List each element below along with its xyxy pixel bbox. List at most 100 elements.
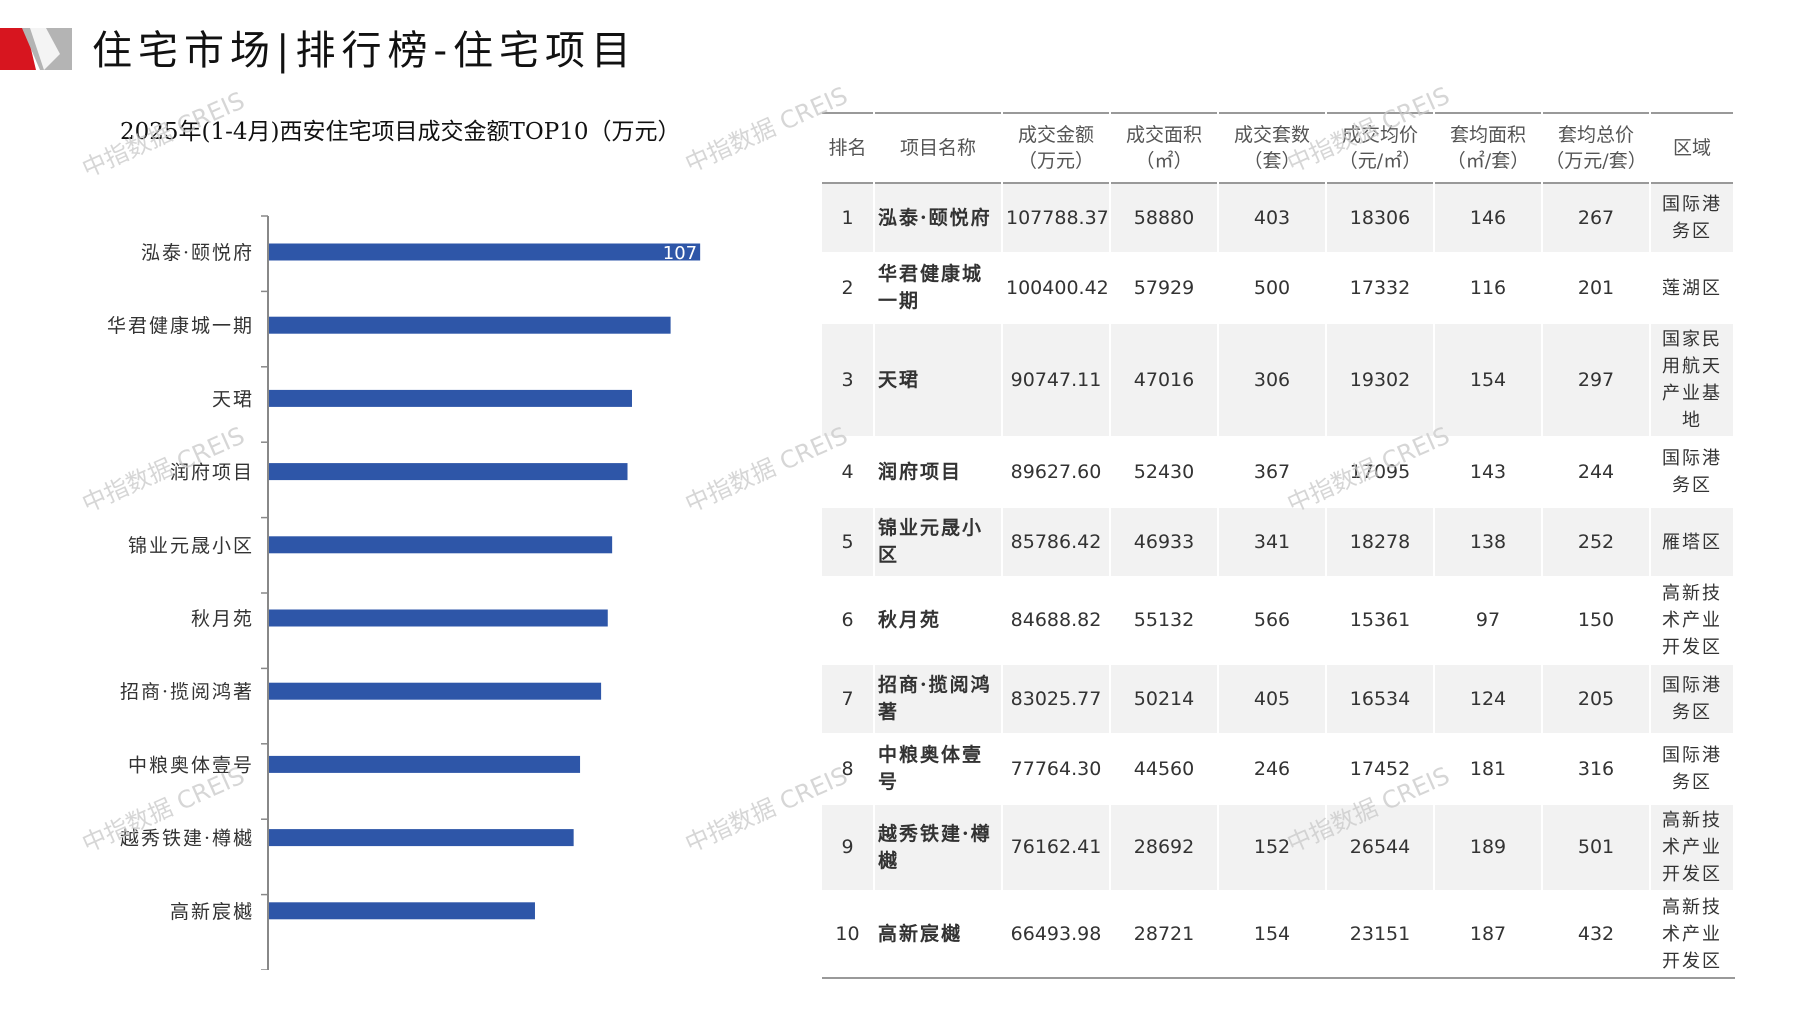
bar-chart: 泓泰·颐悦府 107 华君健康城一期天珺润府项目锦业元晟小区秋月苑招商·揽阅鸿著中粮… bbox=[107, 215, 701, 970]
cell-region: 国际港务区 bbox=[1650, 734, 1735, 805]
cell-avg-total: 297 bbox=[1542, 323, 1651, 438]
table-row: 5 锦业元晟小区 85786.42 46933 341 18278 138 252 雁塔区 bbox=[822, 507, 1735, 578]
table-row: 4 润府项目 89627.60 52430 367 17095 143 244 国际港务区 bbox=[822, 437, 1735, 508]
cell-amount: 100400.42 bbox=[1002, 253, 1111, 324]
table-row: 9 越秀铁建·樽樾 76162.41 28692 152 26544 189 501 高新技术产… bbox=[822, 804, 1735, 892]
cell-region: 国际港务区 bbox=[1650, 437, 1735, 508]
cell-amount: 76162.41 bbox=[1002, 804, 1111, 892]
cell-rank: 5 bbox=[822, 507, 875, 578]
cell-rank: 4 bbox=[822, 437, 875, 508]
category-label: 华君健康城一期 bbox=[107, 315, 254, 337]
table-row: 10 高新宸樾 66493.98 28721 154 23151 187 432 高新技术产业开… bbox=[822, 891, 1735, 979]
cell-avg-total: 150 bbox=[1542, 577, 1651, 665]
column-header-label: 成交均价 bbox=[1341, 124, 1418, 146]
cell-avg-area: 181 bbox=[1434, 734, 1543, 805]
cell-rank: 3 bbox=[822, 323, 875, 438]
cell-units: 246 bbox=[1218, 734, 1327, 805]
page-title: 住宅市场|排行榜-住宅项目 bbox=[92, 28, 637, 74]
cell-area: 57929 bbox=[1110, 253, 1219, 324]
cell-amount: 85786.42 bbox=[1002, 507, 1111, 578]
cell-price: 23151 bbox=[1326, 891, 1435, 979]
cell-price: 18278 bbox=[1326, 507, 1435, 578]
cell-area: 58880 bbox=[1110, 183, 1219, 254]
column-header-unit: （万元/套） bbox=[1545, 150, 1647, 172]
column-header: 排名 bbox=[822, 113, 875, 183]
cell-name: 招商·揽阅鸿著 bbox=[874, 664, 1003, 735]
category-label: 中粮奥体壹号 bbox=[128, 754, 254, 776]
cell-avg-total: 201 bbox=[1542, 253, 1651, 324]
cell-amount: 90747.11 bbox=[1002, 323, 1111, 438]
cell-name: 越秀铁建·樽樾 bbox=[874, 804, 1003, 892]
cell-avg-area: 138 bbox=[1434, 507, 1543, 578]
cell-price: 17332 bbox=[1326, 253, 1435, 324]
cell-avg-total: 205 bbox=[1542, 664, 1651, 735]
cell-area: 47016 bbox=[1110, 323, 1219, 438]
column-header-unit: （万元） bbox=[1017, 150, 1094, 172]
bar bbox=[269, 755, 581, 773]
column-header-unit: （套） bbox=[1243, 150, 1301, 172]
cell-amount: 77764.30 bbox=[1002, 734, 1111, 805]
cell-price: 17452 bbox=[1326, 734, 1435, 805]
cell-region: 莲湖区 bbox=[1650, 253, 1735, 324]
column-header: 成交面积 （㎡） bbox=[1110, 113, 1219, 183]
chart-title: 2025年(1-4月)西安住宅项目成交金额TOP10（万元） bbox=[120, 119, 681, 145]
cell-name: 秋月苑 bbox=[874, 577, 1003, 665]
cell-units: 566 bbox=[1218, 577, 1327, 665]
cell-price: 19302 bbox=[1326, 323, 1435, 438]
column-header: 套均总价 （万元/套） bbox=[1542, 113, 1651, 183]
brand-logo bbox=[0, 28, 72, 70]
cell-avg-area: 187 bbox=[1434, 891, 1543, 979]
cell-region: 国际港务区 bbox=[1650, 183, 1735, 254]
cell-name: 润府项目 bbox=[874, 437, 1003, 508]
ranking-table: 排名 项目名称 成交金额 （万元） 成交面积 （㎡） 成交套数 （套） 成交均价 （元/㎡） 套均面… bbox=[822, 112, 1735, 979]
cell-region: 高新技术产业开发区 bbox=[1650, 577, 1735, 665]
bar bbox=[269, 536, 613, 554]
cell-rank: 2 bbox=[822, 253, 875, 324]
cell-region: 国际港务区 bbox=[1650, 664, 1735, 735]
cell-avg-area: 116 bbox=[1434, 253, 1543, 324]
column-header-label: 区域 bbox=[1672, 137, 1711, 159]
cell-area: 52430 bbox=[1110, 437, 1219, 508]
cell-area: 44560 bbox=[1110, 734, 1219, 805]
cell-units: 154 bbox=[1218, 891, 1327, 979]
cell-amount: 66493.98 bbox=[1002, 891, 1111, 979]
cell-area: 28721 bbox=[1110, 891, 1219, 979]
cell-region: 高新技术产业开发区 bbox=[1650, 804, 1735, 892]
cell-units: 152 bbox=[1218, 804, 1327, 892]
table-row: 8 中粮奥体壹号 77764.30 44560 246 17452 181 316 国际港务区 bbox=[822, 734, 1735, 805]
column-header-unit: （㎡/套） bbox=[1446, 150, 1530, 172]
bar bbox=[269, 829, 574, 847]
cell-avg-total: 244 bbox=[1542, 437, 1651, 508]
column-header-label: 成交套数 bbox=[1233, 124, 1310, 146]
cell-price: 18306 bbox=[1326, 183, 1435, 254]
cell-amount: 84688.82 bbox=[1002, 577, 1111, 665]
cell-rank: 9 bbox=[822, 804, 875, 892]
cell-avg-total: 432 bbox=[1542, 891, 1651, 979]
column-header: 项目名称 bbox=[874, 113, 1003, 183]
cell-price: 17095 bbox=[1326, 437, 1435, 508]
table-row: 1 泓泰·颐悦府 107788.37 58880 403 18306 146 267 国际港务区 bbox=[822, 183, 1735, 254]
cell-region: 雁塔区 bbox=[1650, 507, 1735, 578]
category-label: 天珺 bbox=[212, 388, 254, 410]
category-label: 招商·揽阅鸿著 bbox=[120, 681, 254, 703]
bar bbox=[269, 902, 535, 920]
cell-units: 367 bbox=[1218, 437, 1327, 508]
cell-area: 28692 bbox=[1110, 804, 1219, 892]
cell-area: 50214 bbox=[1110, 664, 1219, 735]
cell-name: 华君健康城一期 bbox=[874, 253, 1003, 324]
bar bbox=[269, 316, 671, 334]
cell-price: 16534 bbox=[1326, 664, 1435, 735]
column-header-label: 成交金额 bbox=[1017, 124, 1094, 146]
cell-rank: 10 bbox=[822, 891, 875, 979]
cell-name: 中粮奥体壹号 bbox=[874, 734, 1003, 805]
column-header-label: 套均面积 bbox=[1449, 124, 1526, 146]
cell-units: 500 bbox=[1218, 253, 1327, 324]
cell-avg-area: 154 bbox=[1434, 323, 1543, 438]
cell-units: 341 bbox=[1218, 507, 1327, 578]
cell-region: 国家民用航天产业基地 bbox=[1650, 323, 1735, 438]
cell-rank: 7 bbox=[822, 664, 875, 735]
table-row: 3 天珺 90747.11 47016 306 19302 154 297 国家民用航天产业基地 bbox=[822, 323, 1735, 438]
cell-units: 403 bbox=[1218, 183, 1327, 254]
cell-avg-total: 267 bbox=[1542, 183, 1651, 254]
cell-name: 高新宸樾 bbox=[874, 891, 1003, 979]
